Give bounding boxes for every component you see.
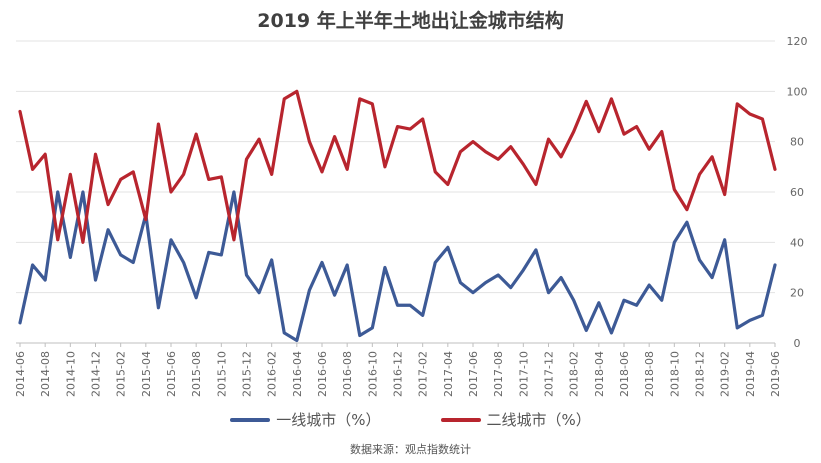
y-tick-label: 60 <box>790 186 804 199</box>
x-tick-label: 2014-12 <box>90 351 103 397</box>
legend-label-series-2: 二线城市（%） <box>486 411 591 429</box>
legend-item-series-2: 二线城市（%） <box>440 409 591 430</box>
x-tick-label: 2015-02 <box>115 351 128 397</box>
chart-title: 2019 年上半年土地出让金城市结构 <box>257 10 564 32</box>
x-tick-label: 2016-12 <box>392 351 405 397</box>
y-tick-label: 100 <box>787 85 808 98</box>
x-tick-label: 2015-06 <box>165 351 178 397</box>
y-tick-label: 120 <box>787 35 808 48</box>
series-line-1 <box>18 190 777 343</box>
data-source-note: 数据来源：观点指数统计 <box>350 443 471 456</box>
x-tick-label: 2017-10 <box>517 351 530 397</box>
y-tick-label: 20 <box>790 287 804 300</box>
y-tick-label: 0 <box>794 337 801 350</box>
x-tick-label: 2015-08 <box>190 351 203 397</box>
series-line-2 <box>18 89 777 244</box>
y-tick-label: 80 <box>790 136 804 149</box>
x-tick-label: 2018-08 <box>643 351 656 397</box>
x-tick-label: 2017-02 <box>417 351 430 397</box>
chart-legend: 一线城市（%） 二线城市（%） <box>0 409 821 430</box>
x-tick-label: 2015-12 <box>241 351 254 397</box>
x-tick-label: 2017-08 <box>492 351 505 397</box>
x-tick-label: 2015-04 <box>140 351 153 397</box>
legend-label-series-1: 一线城市（%） <box>276 411 381 429</box>
x-tick-label: 2016-02 <box>266 351 279 397</box>
x-tick-label: 2019-02 <box>719 351 732 397</box>
y-tick-label: 40 <box>790 236 804 249</box>
x-tick-label: 2018-04 <box>593 351 606 397</box>
x-tick-label: 2017-06 <box>467 351 480 397</box>
x-tick-label: 2014-08 <box>39 351 52 397</box>
x-tick-label: 2016-10 <box>366 351 379 397</box>
x-tick-label: 2019-04 <box>744 351 757 397</box>
x-tick-label: 2014-06 <box>14 351 27 397</box>
x-tick-label: 2017-04 <box>442 351 455 397</box>
x-tick-label: 2016-04 <box>291 351 304 397</box>
x-tick-label: 2018-12 <box>694 351 707 397</box>
x-tick-label: 2018-10 <box>668 351 681 397</box>
line-chart: 0 20 40 60 80 100 120 2014-06 2014-08 2014-10 2014… <box>14 35 808 397</box>
legend-swatch-series-2 <box>440 417 481 422</box>
x-tick-label: 2018-06 <box>618 351 631 397</box>
x-tick-label: 2016-08 <box>341 351 354 397</box>
x-tick-label: 2015-10 <box>215 351 228 397</box>
x-tick-label: 2016-06 <box>316 351 329 397</box>
legend-item-series-1: 一线城市（%） <box>230 409 381 430</box>
x-tick-label: 2017-12 <box>543 351 556 397</box>
x-tick-label: 2018-02 <box>568 351 581 397</box>
x-tick-label: 2014-10 <box>64 351 77 397</box>
x-tick-label: 2019-06 <box>769 351 782 397</box>
legend-swatch-series-1 <box>230 417 271 422</box>
